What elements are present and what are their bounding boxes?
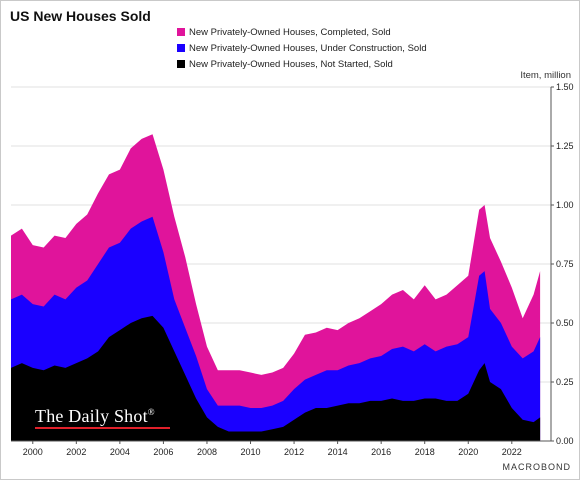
x-tick-label: 2004 xyxy=(110,447,130,457)
y-tick-label: 0.25 xyxy=(556,377,574,387)
y-axis-unit-label: Item, million xyxy=(520,70,571,81)
x-tick-label: 2014 xyxy=(328,447,348,457)
legend-label-not-started: New Privately-Owned Houses, Not Started,… xyxy=(189,58,393,70)
x-tick-label: 2002 xyxy=(66,447,86,457)
legend-label-under-construction: New Privately-Owned Houses, Under Constr… xyxy=(189,42,427,54)
x-tick-label: 2006 xyxy=(153,447,173,457)
legend-item-under-construction: New Privately-Owned Houses, Under Constr… xyxy=(177,40,427,56)
x-tick-label: 2010 xyxy=(241,447,261,457)
legend-swatch-under-construction xyxy=(177,44,185,52)
brand-watermark: The Daily Shot® xyxy=(35,406,155,427)
brand-registered-mark: ® xyxy=(147,407,155,417)
x-tick-label: 2000 xyxy=(23,447,43,457)
legend-item-completed: New Privately-Owned Houses, Completed, S… xyxy=(177,24,427,40)
x-tick-label: 2016 xyxy=(371,447,391,457)
x-tick-label: 2020 xyxy=(458,447,478,457)
chart-title: US New Houses Sold xyxy=(10,8,151,24)
y-tick-label: 0.50 xyxy=(556,318,574,328)
brand-underline xyxy=(35,427,170,429)
legend-label-completed: New Privately-Owned Houses, Completed, S… xyxy=(189,26,391,38)
x-tick-label: 2018 xyxy=(415,447,435,457)
series-area-not-started xyxy=(11,315,541,441)
y-tick-label: 1.50 xyxy=(556,82,574,92)
brand-name: The Daily Shot xyxy=(35,406,148,426)
x-tick-label: 2022 xyxy=(502,447,522,457)
legend-swatch-not-started xyxy=(177,60,185,68)
legend-swatch-completed xyxy=(177,28,185,36)
x-tick-label: 2012 xyxy=(284,447,304,457)
x-tick-label: 2008 xyxy=(197,447,217,457)
y-tick-label: 0.00 xyxy=(556,436,574,446)
y-tick-label: 1.25 xyxy=(556,141,574,151)
chart-legend: New Privately-Owned Houses, Completed, S… xyxy=(177,24,427,72)
source-label: MACROBOND xyxy=(502,462,571,472)
y-tick-label: 0.75 xyxy=(556,259,574,269)
legend-item-not-started: New Privately-Owned Houses, Not Started,… xyxy=(177,56,427,72)
y-tick-label: 1.00 xyxy=(556,200,574,210)
